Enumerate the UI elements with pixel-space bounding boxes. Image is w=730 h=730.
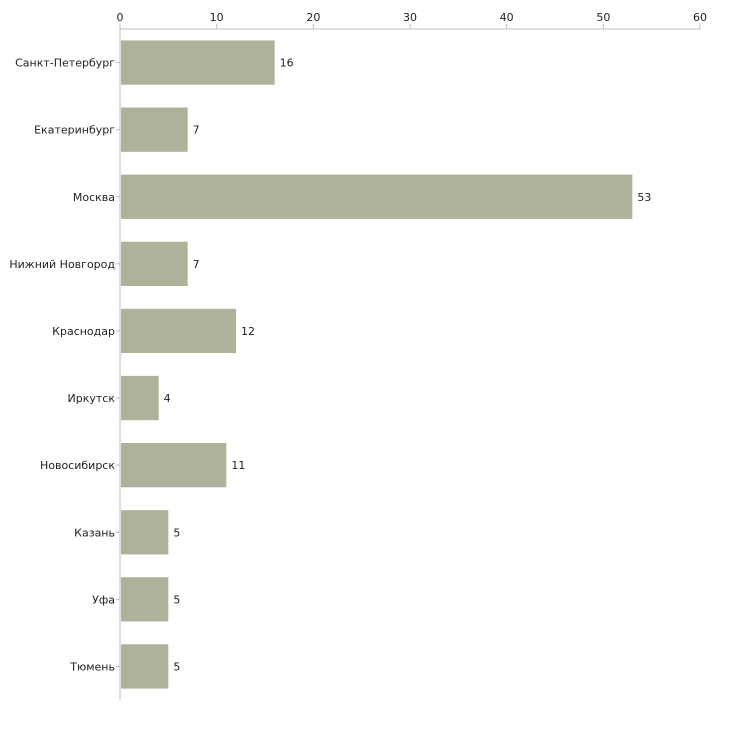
data-label: 12 [241,325,255,338]
data-label: 53 [637,191,651,204]
data-label: 16 [280,57,294,70]
category-label: Москва [73,191,115,204]
x-tick-label: 20 [306,11,320,24]
x-tick-label: 30 [403,11,417,24]
data-label: 5 [173,660,180,673]
bar [121,644,169,689]
x-tick-label: 10 [210,11,224,24]
category-label: Казань [74,526,115,539]
data-label: 4 [164,392,171,405]
bar [121,107,188,152]
category-label: Краснодар [52,325,115,338]
bar [121,308,236,354]
bar [121,375,159,421]
category-label: Новосибирск [40,459,115,472]
value-labels: 16 7 53 7 12 4 11 5 5 5 [164,57,652,674]
data-label: 7 [193,258,200,271]
category-label: Тюмень [69,660,115,673]
data-label: 11 [231,459,245,472]
bars [121,40,633,689]
category-label: Уфа [92,593,115,606]
category-label: Санкт-Петербург [15,57,115,70]
category-label: Нижний Новгород [9,258,115,271]
bar [121,40,275,85]
x-axis: 0 10 20 30 40 50 60 [117,11,707,700]
x-tick-label: 40 [500,11,514,24]
data-label: 5 [173,526,180,539]
x-tick-label: 0 [117,11,124,24]
bar [121,174,633,219]
data-label: 7 [193,124,200,137]
bar [121,577,169,622]
x-tick-label: 60 [693,11,707,24]
bar [121,241,188,286]
category-label: Иркутск [68,392,116,405]
data-label: 5 [173,593,180,606]
category-label: Екатеринбург [34,124,115,137]
x-tick-label: 50 [596,11,610,24]
bar [121,510,169,555]
category-labels: Санкт-Петербург Екатеринбург Москва Нижний … [9,57,120,673]
bar [121,443,227,488]
